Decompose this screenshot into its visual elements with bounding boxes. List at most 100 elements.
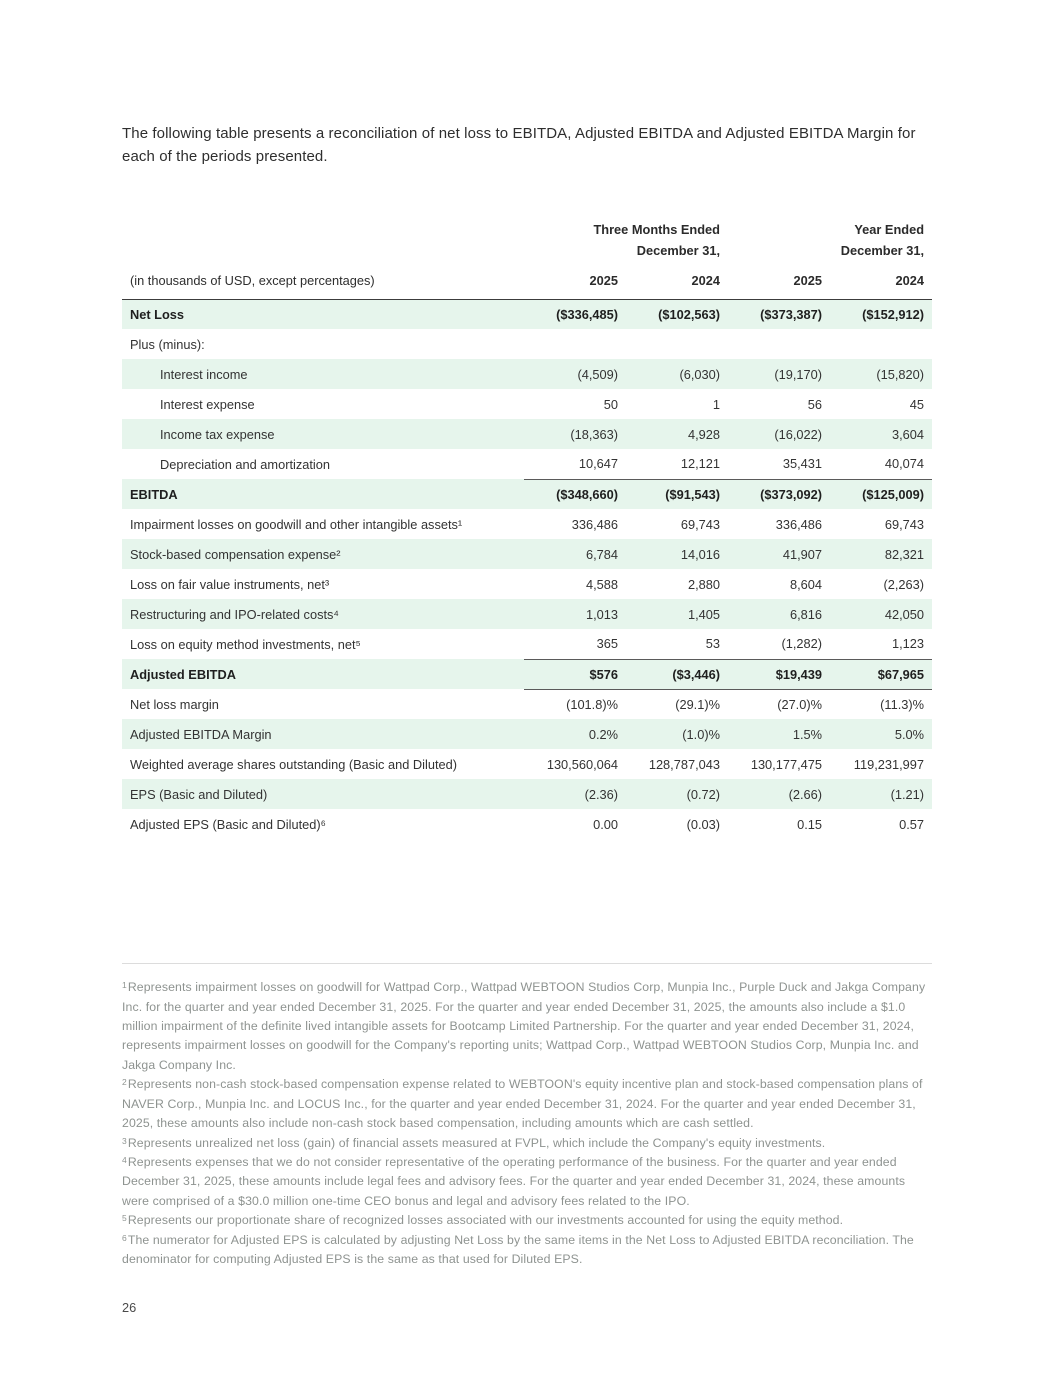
row-value: 4,928 [687, 426, 720, 442]
footnote-3: 3Represents unrealized net loss (gain) o… [122, 1134, 932, 1153]
row-value: $576 [524, 658, 626, 690]
footnote-5: 5Represents our proportionate share of r… [122, 1211, 932, 1230]
footnote-text: Represents impairment losses on goodwill… [122, 980, 926, 1072]
table-row: Net loss margin (101.8)% (29.1)% (27.0)% (11… [122, 689, 932, 719]
row-value: 10,647 [578, 456, 618, 472]
row-value: 53 [705, 636, 720, 652]
row-value: 4,588 [585, 576, 618, 592]
row-value: (2,263) [883, 576, 925, 592]
row-label: EBITDA [130, 486, 178, 502]
row-value: ($373,387) [760, 306, 822, 322]
table-row: Plus (minus): [122, 329, 932, 359]
row-value: (18,363) [570, 426, 618, 442]
row-value: 365 [596, 636, 618, 652]
table-row: Loss on equity method investments, net⁵ 3… [122, 629, 932, 659]
footnote-text: Represents non-cash stock-based compensa… [122, 1077, 923, 1131]
row-value: 5.0% [894, 726, 925, 742]
footnote-marker: 5 [122, 1213, 127, 1224]
footnotes-section: 1Represents impairment losses on goodwil… [122, 963, 932, 1269]
year-header-row: (in thousands of USD, except percentages… [122, 264, 933, 300]
row-value: (27.0)% [777, 696, 822, 712]
footnote-text: Represents our proportionate share of re… [127, 1213, 844, 1228]
page-number: 26 [122, 1299, 137, 1315]
row-value: (11.3)% [880, 696, 925, 712]
row-value: ($91,543) [626, 478, 728, 510]
table-row: Interest income (4,509) (6,030) (19,170) (15… [122, 359, 933, 390]
row-label: Interest expense [160, 396, 255, 412]
row-value: 6,816 [789, 606, 822, 622]
footnote-text: Represents unrealized net loss (gain) of… [127, 1135, 826, 1150]
row-value: 69,743 [680, 516, 720, 532]
table-row: Income tax expense (18,363) 4,928 (16,022) 3… [122, 419, 933, 450]
row-value: 130,560,064 [546, 756, 618, 772]
row-value [626, 329, 728, 359]
row-value: 1,405 [687, 606, 720, 622]
footnote-marker: 1 [122, 980, 127, 991]
table-row: Depreciation and amortization 10,647 12,12… [122, 449, 932, 479]
table-row: Net Loss ($336,485) ($102,563) ($373,387) ($… [122, 299, 933, 330]
row-value: ($336,485) [556, 306, 618, 322]
row-value: 35,431 [782, 456, 822, 472]
row-value: 42,050 [884, 606, 925, 622]
group-header-line: December 31, [636, 242, 720, 258]
row-value: 40,074 [884, 456, 925, 472]
row-value: 12,121 [680, 456, 720, 472]
row-value: (1.21) [890, 786, 925, 802]
footnote-2: 2Represents non-cash stock-based compens… [122, 1075, 932, 1133]
footnote-marker: 2 [122, 1077, 127, 1088]
group-header-line: December 31, [840, 242, 925, 258]
table-row: Interest expense 50 1 56 45 [122, 389, 932, 419]
row-value [524, 329, 626, 359]
table-row: Impairment losses on goodwill and other … [122, 509, 932, 539]
row-value: ($373,092) [728, 478, 830, 510]
row-label: Loss on fair value instruments, net³ [130, 576, 330, 592]
row-value: ($348,660) [524, 478, 626, 510]
row-value [830, 329, 932, 359]
row-value: (0.72) [686, 786, 720, 802]
spacer-cell [122, 219, 524, 265]
row-value: 8,604 [789, 576, 822, 592]
footnote-marker: 3 [122, 1135, 127, 1146]
row-value: ($152,912) [862, 306, 925, 322]
row-label: Interest income [160, 366, 248, 382]
year-column-header: 2025 [728, 264, 830, 300]
row-label: Stock-based compensation expense² [130, 546, 341, 562]
row-label: Income tax expense [160, 426, 275, 442]
three-months-ended-header: Three Months Ended December 31, [524, 219, 728, 265]
table-row: Adjusted EPS (Basic and Diluted)⁶ 0.00 (0.… [122, 809, 932, 839]
reconciliation-table-body: Net Loss ($336,485) ($102,563) ($373,387) ($… [122, 299, 933, 839]
row-value: (15,820) [876, 366, 925, 382]
table-row: EBITDA ($348,660) ($91,543) ($373,092) ($125… [122, 478, 933, 510]
year-column-header: 2025 [524, 264, 626, 300]
row-value: (1.0)% [682, 726, 720, 742]
row-label: Net loss margin [130, 696, 219, 712]
row-label: Plus (minus): [130, 336, 205, 352]
row-label: Loss on equity method investments, net⁵ [130, 636, 361, 652]
year-column-header: 2024 [626, 264, 728, 300]
row-label: Net Loss [130, 306, 185, 322]
row-value: 69,743 [884, 516, 925, 532]
row-value: 41,907 [782, 546, 822, 562]
intro-paragraph: The following table presents a reconcili… [122, 125, 916, 166]
row-value: 2,880 [687, 576, 720, 592]
group-header-line: Three Months Ended [593, 221, 720, 237]
year-column-header: 2024 [830, 264, 933, 300]
table-row: Weighted average shares outstanding (Bas… [122, 749, 932, 779]
row-label: Adjusted EBITDA [130, 666, 236, 682]
row-label: Adjusted EBITDA Margin [130, 726, 272, 742]
ebitda-reconciliation-table: Three Months Ended December 31, Year End… [122, 219, 933, 840]
row-value: (29.1)% [675, 696, 720, 712]
footnote-1: 1Represents impairment losses on goodwil… [122, 978, 932, 1075]
row-value: 0.15 [797, 816, 822, 832]
row-value: 336,486 [775, 516, 822, 532]
table-row: Loss on fair value instruments, net³ 4,58… [122, 569, 932, 599]
row-value: 128,787,043 [648, 756, 720, 772]
row-value: 130,177,475 [750, 756, 822, 772]
row-value: 0.57 [899, 816, 925, 832]
footnote-marker: 6 [122, 1232, 127, 1243]
row-value: (4,509) [577, 366, 618, 382]
row-value: 45 [909, 396, 925, 412]
row-value: ($3,446) [626, 658, 728, 690]
table-row: EPS (Basic and Diluted) (2.36) (0.72) (2.66… [122, 779, 933, 810]
